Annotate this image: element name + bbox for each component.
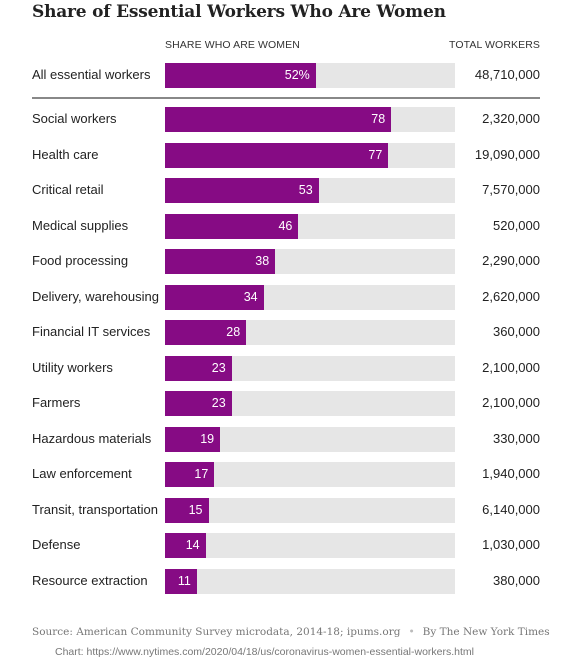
category-label: Resource extraction <box>32 573 148 588</box>
bar-track: 77 <box>165 143 455 168</box>
bar <box>165 569 197 594</box>
category-label: Transit, transportation <box>32 502 158 517</box>
bar <box>165 533 206 558</box>
bar-value-label: 77 <box>368 148 383 162</box>
summary-divider <box>32 97 540 99</box>
bar-value-label: 14 <box>185 538 200 552</box>
total-workers-value: 7,570,000 <box>482 182 540 197</box>
bar <box>165 63 316 88</box>
bar-track: 46 <box>165 214 455 239</box>
category-label: Law enforcement <box>32 466 132 481</box>
total-column-header: TOTAL WORKERS <box>449 39 540 51</box>
category-label: All essential workers <box>32 67 151 82</box>
bar-value-label: 28 <box>226 325 241 339</box>
category-label: Social workers <box>32 111 117 126</box>
total-workers-value: 19,090,000 <box>474 147 540 162</box>
bar <box>165 462 215 487</box>
bar <box>165 143 389 168</box>
source-line: Source: American Community Survey microd… <box>32 626 550 638</box>
category-label: Medical supplies <box>32 218 129 233</box>
bar-track: 14 <box>165 533 455 558</box>
source-text: Source: American Community Survey microd… <box>32 626 401 638</box>
bar-track: 34 <box>165 285 455 310</box>
category-label: Utility workers <box>32 360 113 375</box>
bar-track: 19 <box>165 427 455 452</box>
bar-value-label: 78 <box>371 112 386 126</box>
total-workers-value: 380,000 <box>493 573 540 588</box>
bar <box>165 107 392 132</box>
bar-track: 17 <box>165 462 455 487</box>
bar <box>165 391 232 416</box>
bar-track: 38 <box>165 249 455 274</box>
bar <box>165 320 247 345</box>
chart-title: Share of Essential Workers Who Are Women <box>32 2 446 22</box>
bar <box>165 249 276 274</box>
bar-track: 23 <box>165 391 455 416</box>
separator-dot: • <box>408 626 415 638</box>
byline: By The New York Times <box>422 626 550 638</box>
total-workers-value: 2,100,000 <box>482 395 540 410</box>
chart-link: Chart: https://www.nytimes.com/2020/04/1… <box>55 646 474 658</box>
bar-value-label: 23 <box>211 361 226 375</box>
total-workers-value: 360,000 <box>493 324 540 339</box>
bar-value-label: 19 <box>200 432 215 446</box>
bar <box>165 356 232 381</box>
total-workers-value: 1,940,000 <box>482 466 540 481</box>
bar-value-label: 52% <box>284 68 310 82</box>
bar <box>165 498 209 523</box>
category-label: Farmers <box>32 395 81 410</box>
category-label: Financial IT services <box>32 324 151 339</box>
category-label: Food processing <box>32 253 129 268</box>
bar <box>165 427 221 452</box>
total-workers-value: 2,290,000 <box>482 253 540 268</box>
category-label: Delivery, warehousing <box>32 289 159 304</box>
bar <box>165 178 319 203</box>
bar-track: 28 <box>165 320 455 345</box>
bar-track: 52% <box>165 63 455 88</box>
bar-value-label: 34 <box>243 290 258 304</box>
bar <box>165 285 264 310</box>
total-workers-value: 6,140,000 <box>482 502 540 517</box>
bar-value-label: 11 <box>177 574 191 588</box>
bar-track: 78 <box>165 107 455 132</box>
share-column-header: SHARE WHO ARE WOMEN <box>165 39 300 51</box>
bar <box>165 214 299 239</box>
total-workers-value: 330,000 <box>493 431 540 446</box>
bar-value-label: 53 <box>298 183 313 197</box>
total-workers-value: 2,100,000 <box>482 360 540 375</box>
total-workers-value: 48,710,000 <box>474 67 540 82</box>
total-workers-value: 520,000 <box>493 218 540 233</box>
category-label: Health care <box>32 147 99 162</box>
bar-value-label: 38 <box>255 254 270 268</box>
bar-track: 23 <box>165 356 455 381</box>
category-label: Defense <box>32 537 81 552</box>
bar-value-label: 23 <box>211 396 226 410</box>
bar-track: 11 <box>165 569 455 594</box>
bar-track: 53 <box>165 178 455 203</box>
bar-value-label: 17 <box>194 467 209 481</box>
total-workers-value: 2,320,000 <box>482 111 540 126</box>
total-workers-value: 2,620,000 <box>482 289 540 304</box>
bar-track: 15 <box>165 498 455 523</box>
bar-value-label: 15 <box>188 503 203 517</box>
bar-chart: All essential workers 52% 48,710,000 Social… <box>32 63 540 594</box>
category-label: Hazardous materials <box>32 431 152 446</box>
bar-value-label: 46 <box>278 219 293 233</box>
total-workers-value: 1,030,000 <box>482 537 540 552</box>
category-label: Critical retail <box>32 182 104 197</box>
